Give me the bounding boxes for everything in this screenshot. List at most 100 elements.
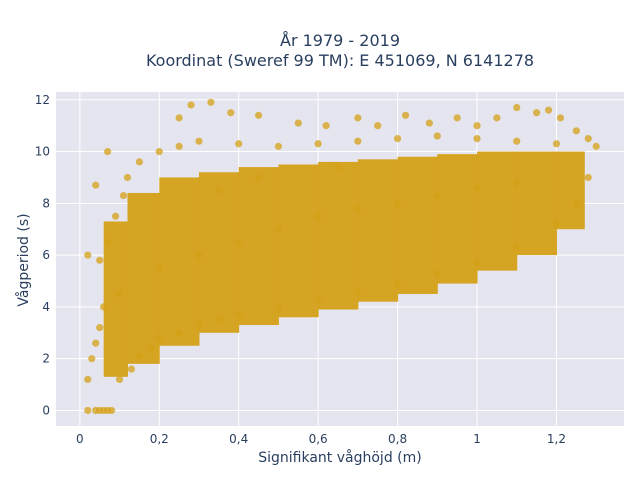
data-point (195, 321, 203, 329)
data-point (155, 147, 163, 156)
data-point (92, 181, 100, 189)
data-point (592, 142, 600, 150)
y-tick-label: 0 (42, 403, 50, 417)
data-point (552, 140, 561, 148)
data-point (473, 259, 481, 267)
density-band (238, 167, 279, 326)
data-point (215, 316, 223, 324)
density-band (516, 151, 557, 256)
density-band (477, 151, 518, 271)
y-axis-title: Vågperiod (s) (15, 213, 32, 306)
y-tick-labels: 0 2 4 6 8 10 12 (35, 93, 50, 418)
data-point (207, 98, 215, 106)
data-point (187, 101, 195, 109)
chart-title-line-1: År 1979 - 2019 (280, 31, 400, 50)
data-point (96, 324, 104, 332)
data-points (84, 98, 600, 415)
data-point (108, 406, 116, 415)
density-band (318, 161, 359, 310)
data-point (401, 111, 410, 119)
data-point (115, 290, 124, 298)
data-point (433, 269, 441, 277)
data-point (354, 137, 362, 145)
data-point (393, 279, 402, 288)
data-point (123, 173, 132, 182)
data-point (314, 212, 322, 220)
y-tick-label: 10 (35, 145, 50, 159)
data-point (556, 114, 565, 122)
density-band (556, 151, 585, 230)
data-point (155, 334, 163, 342)
data-point (96, 256, 104, 264)
data-point (111, 212, 120, 220)
x-tick-label: 1,2 (547, 432, 566, 446)
data-point (433, 191, 441, 200)
data-point (572, 199, 580, 207)
data-point (227, 109, 235, 117)
data-point (584, 173, 592, 182)
data-point (433, 132, 441, 140)
data-point (294, 119, 302, 127)
x-tick-labels: 0 0,2 0,4 0,6 0,8 1 1,2 (76, 432, 566, 446)
data-point (513, 179, 521, 187)
x-tick-label: 0,4 (229, 432, 248, 446)
data-point (147, 344, 155, 352)
data-point (155, 264, 163, 272)
density-band (127, 192, 160, 364)
data-point (274, 142, 283, 150)
data-point (195, 251, 203, 259)
data-point (175, 114, 183, 122)
data-point (393, 135, 402, 143)
data-point (572, 127, 580, 135)
y-tick-label: 2 (42, 352, 50, 366)
x-tick-label: 0,2 (150, 432, 169, 446)
data-point (195, 137, 203, 145)
data-point (513, 103, 521, 112)
chart-title-line-2: Koordinat (Sweref 99 TM): E 451069, N 61… (146, 51, 534, 70)
data-point (135, 352, 144, 360)
data-point (453, 114, 461, 122)
data-point (88, 355, 96, 363)
y-tick-label: 12 (35, 93, 50, 107)
density-band (159, 177, 200, 346)
data-point (100, 303, 108, 311)
density-band (357, 159, 399, 302)
data-point (115, 375, 124, 383)
data-point (354, 114, 362, 122)
x-tick-label: 0 (76, 432, 84, 446)
data-point (322, 122, 330, 130)
data-point (334, 163, 342, 171)
data-point (235, 311, 243, 319)
data-point (215, 186, 223, 194)
data-point (119, 191, 128, 200)
x-axis-title: Signifikant våghöjd (m) (258, 449, 421, 466)
data-point (235, 238, 243, 246)
data-point (104, 238, 112, 246)
y-tick-label: 8 (42, 196, 50, 210)
data-point (425, 119, 433, 127)
x-tick-label: 0,8 (388, 432, 407, 446)
data-point (175, 329, 183, 337)
data-point (127, 365, 136, 373)
data-point (473, 135, 481, 143)
data-point (92, 339, 100, 347)
data-point (513, 243, 521, 251)
density-band (278, 164, 319, 318)
data-point (254, 173, 263, 182)
data-point (314, 295, 322, 303)
density-band (103, 221, 128, 377)
data-point (354, 204, 362, 213)
data-point (354, 287, 362, 295)
y-tick-label: 4 (42, 300, 50, 314)
data-point (393, 199, 402, 207)
data-point (84, 375, 92, 383)
data-point (374, 122, 382, 130)
y-tick-label: 6 (42, 248, 50, 262)
data-point (473, 184, 481, 192)
data-point (84, 406, 92, 415)
data-point (513, 137, 521, 145)
data-point (533, 109, 541, 117)
density-bands (103, 151, 585, 377)
data-point (274, 225, 283, 233)
